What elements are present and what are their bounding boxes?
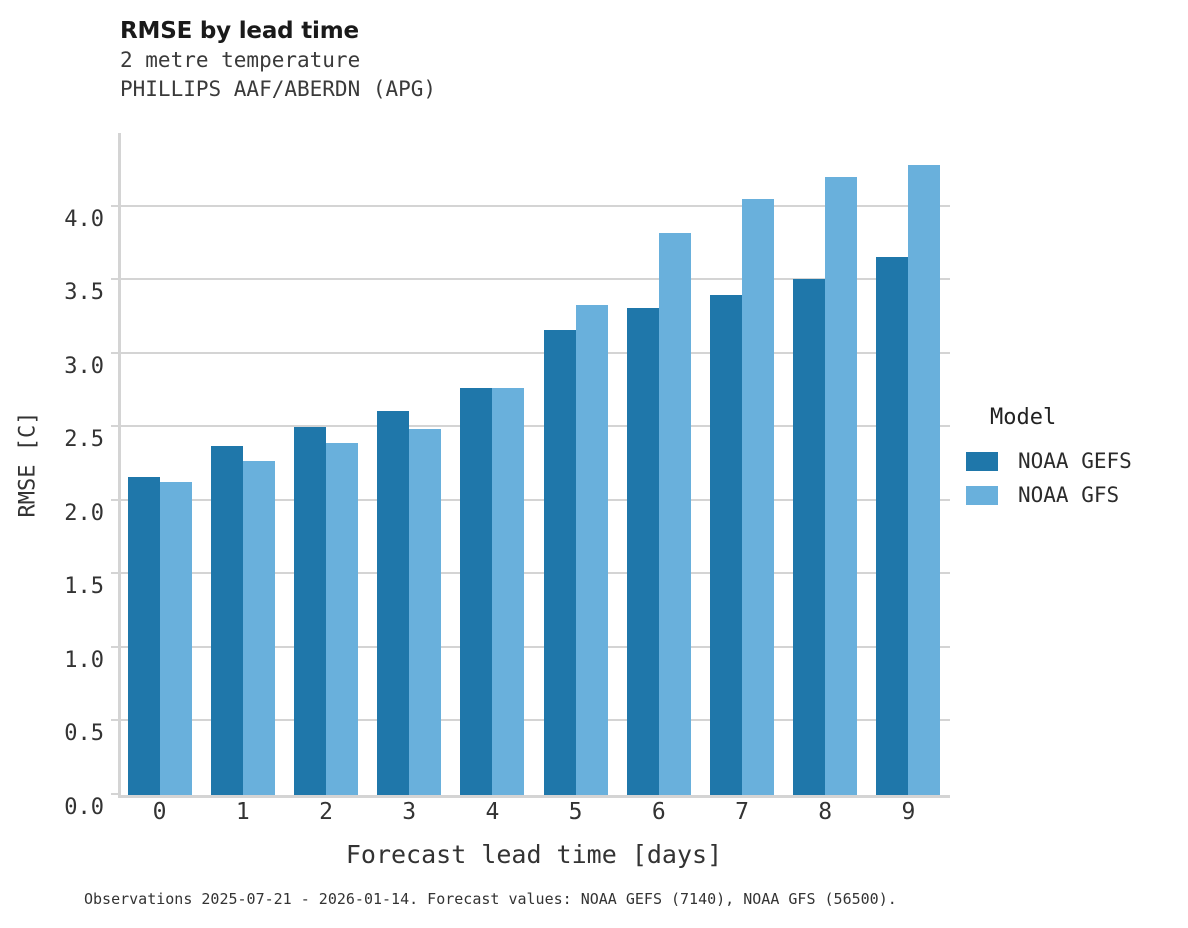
x-axis-spine [118,795,950,798]
y-tick-mark [111,572,118,575]
x-tick-label-3: 3 [402,799,417,825]
gridline [121,572,950,575]
gridline [121,498,950,501]
legend-item-label: NOAA GFS [1018,483,1120,507]
y-tick-mark [111,351,118,354]
x-tick-label-7: 7 [735,799,749,825]
gridline [121,719,950,722]
y-tick-mark [111,204,118,207]
legend-item[interactable]: NOAA GFS [966,478,1186,512]
bar-noaa-gfs-day-6 [658,233,691,795]
x-tick-label-4: 4 [485,799,500,825]
legend-title: Model [990,405,1057,430]
subtitle-station: PHILLIPS AAF/ABERDN (APG) [120,77,437,101]
x-axis-label: Forecast lead time [days] [345,840,723,869]
y-tick-mark [111,278,118,281]
bar-noaa-gefs-day-0 [127,477,160,795]
subtitle-variable: 2 metre temperature [120,48,361,72]
x-tick-label-0: 0 [152,799,167,825]
x-tick-label-9: 9 [901,799,916,825]
bar-noaa-gfs-day-0 [159,481,192,795]
bar-noaa-gfs-day-5 [575,305,608,795]
y-tick-mark [111,425,118,428]
y-axis-label: RMSE [C] [15,411,41,517]
bar-noaa-gefs-day-9 [876,256,909,795]
gridline [121,351,950,354]
bar-noaa-gefs-day-7 [709,294,742,795]
bar-noaa-gefs-day-8 [793,278,826,795]
y-axis-label-container: RMSE [C] [14,133,42,795]
bar-noaa-gefs-day-5 [543,330,576,795]
x-tick-label-1: 1 [235,799,250,825]
bar-noaa-gefs-day-6 [626,308,659,795]
y-tick-mark [111,498,118,501]
bar-noaa-gefs-day-2 [293,427,326,795]
x-tick-label-6: 6 [651,799,666,825]
legend-items: NOAA GEFS NOAA GFS [966,444,1186,512]
y-axis-spine [118,133,121,795]
bar-layer [118,133,950,795]
gridline [121,425,950,428]
gridline [121,645,950,648]
bar-noaa-gfs-day-2 [326,443,359,795]
bar-noaa-gfs-day-9 [908,165,941,795]
legend-item-label: NOAA GEFS [1018,449,1132,473]
bar-noaa-gfs-day-1 [242,461,275,795]
y-tick-mark [111,719,118,722]
gridline [121,204,950,207]
legend: Model NOAA GEFS NOAA GFS [966,405,1186,512]
x-tick-label-5: 5 [568,799,583,825]
bar-noaa-gefs-day-4 [460,387,493,795]
title-block: RMSE by lead time 2 metre temperature PH… [120,16,436,104]
bar-noaa-gefs-day-1 [210,446,243,795]
legend-swatch-icon [966,451,998,471]
y-tick-mark [111,793,118,795]
bar-noaa-gfs-day-7 [742,199,775,795]
x-tick-label-2: 2 [319,799,333,825]
y-tick-mark [111,645,118,648]
legend-swatch-icon [966,485,998,505]
bar-noaa-gfs-day-3 [409,428,442,795]
x-tick-label-8: 8 [818,799,833,825]
bar-noaa-gfs-day-8 [825,177,858,795]
footer-note: Observations 2025-07-21 - 2026-01-14. Fo… [84,890,897,908]
legend-item[interactable]: NOAA GEFS [966,444,1186,478]
gridline [121,278,950,281]
page-title: RMSE by lead time [120,18,359,44]
bar-noaa-gfs-day-4 [492,387,525,795]
bar-noaa-gefs-day-3 [377,411,410,795]
